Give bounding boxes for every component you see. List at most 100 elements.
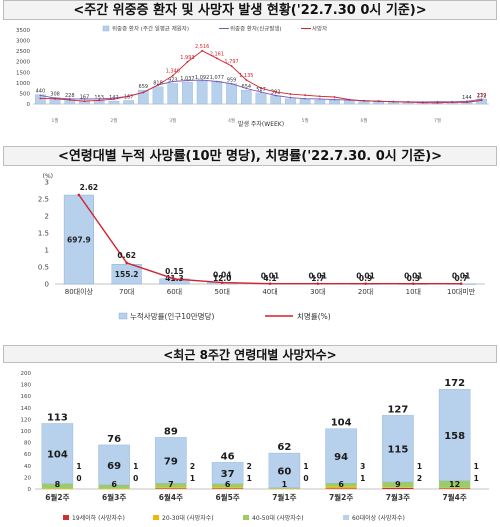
legend-swatch [243, 515, 249, 520]
cfr-point [173, 277, 176, 281]
weekly-bar [226, 83, 237, 105]
deaths-line-point [318, 95, 321, 98]
total-label: 46 [221, 451, 235, 462]
weekly-bar [314, 99, 326, 105]
new-severe-line-point [230, 82, 233, 85]
deaths-segment [155, 488, 187, 489]
x-tick-label: 7월4주 [443, 492, 467, 502]
deaths-segment [212, 483, 244, 488]
deaths-segment [155, 483, 187, 488]
legend-label: 20-30대 (사망자수) [162, 514, 214, 522]
seg-2030-label: 3 [360, 462, 365, 471]
deaths-line-point [421, 101, 424, 104]
y-tick-label: 0 [27, 102, 31, 108]
y-tick-label: 200 [21, 371, 32, 377]
bar-value-label: 1,092 [195, 75, 209, 81]
legend-label: 위중증 환자(신규발생) [230, 25, 282, 33]
weekly-bar [329, 100, 340, 105]
deaths-segment [211, 462, 244, 484]
seg-2030-label: 1 [303, 462, 308, 471]
legend-swatch-bar [118, 312, 128, 320]
bar-value-label: 228 [65, 93, 75, 99]
legend-label: 60대이상 (사망자수) [352, 514, 405, 522]
weekly-bar [167, 83, 179, 105]
deaths-segment [98, 488, 130, 489]
new-severe-line-point [98, 98, 101, 100]
y-tick-label: 100 [21, 429, 32, 435]
x-tick-label: 7월2주 [329, 492, 353, 502]
weekly-bar [211, 81, 223, 105]
cfr-point [268, 282, 272, 285]
seg-2030-label: 1 [76, 462, 81, 471]
x-tick-label: 80대이상 [65, 287, 94, 296]
legend-label: 사망자 [312, 25, 327, 33]
legend-swatch [63, 515, 69, 520]
legend-label-bar: 누적사망률(인구10만명당) [130, 311, 214, 321]
month-mark: 2월 [110, 117, 117, 124]
x-tick-label: 70대 [119, 288, 134, 296]
weekly-bar [343, 100, 355, 105]
x-tick-label: 20대 [358, 288, 373, 296]
cfr-point [77, 193, 81, 197]
weekly-deaths-panel: <최근 8주간 연령대별 사망자수> 200 180 160 140 120 100 80 6… [3, 345, 497, 527]
x-tick-label: 6월5주 [216, 492, 240, 502]
deaths-segment [41, 423, 74, 484]
bar-value-label: 0.9 [359, 274, 372, 283]
deaths-segment [382, 487, 414, 489]
deaths-segment [382, 487, 414, 488]
new-severe-line-point [318, 98, 321, 100]
cfr-value-label: 0.15 [165, 267, 184, 276]
bar-value-label: 659 [139, 84, 149, 90]
bar-value-label: 1.7 [311, 274, 324, 283]
seg-19-label: 1 [190, 474, 195, 483]
cfr-point [220, 281, 224, 284]
new-severe-line-point [260, 91, 262, 93]
x-tick-label: 30대 [310, 288, 325, 296]
y-tick-label: 1000 [16, 81, 30, 87]
death-value-label: 1,340 [166, 69, 180, 75]
seg-4050-label: 9 [395, 480, 401, 489]
deaths-line-point [98, 99, 101, 102]
deaths-segment [98, 444, 130, 486]
y-tick-label: 3 [45, 179, 49, 187]
deaths-line-point [333, 96, 336, 98]
bar-value-label: 308 [50, 91, 60, 97]
deaths-segment [382, 482, 414, 488]
bar-value-label: 0.7 [454, 274, 467, 283]
x-tick-label: 60대 [167, 288, 182, 296]
weekly-bar [93, 100, 105, 105]
weekly-bar [285, 98, 296, 105]
y-tick-label: 20 [24, 475, 31, 481]
deaths-line-point [245, 79, 248, 81]
y-tick-label: 1 [45, 247, 49, 255]
seg-19-label: 1 [474, 474, 479, 483]
total-label: 113 [47, 412, 68, 423]
death-value-label: 1,135 [239, 73, 253, 79]
month-mark: 4월 [228, 117, 235, 124]
cfr-value-label: 0.01 [261, 272, 280, 281]
deaths-segment [439, 480, 471, 488]
bar-value-label: 153 [94, 95, 104, 101]
deaths-line-point [142, 91, 145, 94]
total-label: 89 [164, 426, 178, 437]
bar-value-label: 1,037 [180, 76, 194, 82]
legend-swatch [153, 515, 159, 520]
deaths-line-point [304, 94, 307, 97]
cfr-value-label: 2.62 [80, 183, 99, 192]
seg-4050-label: 8 [55, 480, 61, 489]
deaths-segment [325, 488, 357, 489]
deaths-line-point [215, 57, 218, 60]
y-tick-label: 1500 [16, 70, 30, 76]
deaths-segment [438, 389, 471, 482]
legend-label: 위중증 환자 (주간 일평균 재원자) [112, 25, 189, 33]
legend-label-cfr: 치명률(%) [297, 311, 331, 321]
deaths-line-point [451, 101, 454, 104]
x-tick-label: 6월4주 [159, 492, 183, 502]
weekly-chart: 3500 3000 2500 2000 1500 1000 500 0 위중증 환자 (주간 일… [16, 25, 489, 128]
y-tick-label: 80 [24, 441, 31, 447]
deaths-line-point [436, 101, 439, 104]
weekly-bar [123, 100, 134, 105]
seg-2030-label: 1 [474, 462, 479, 471]
y-unit-label: (%) [43, 173, 53, 180]
y-tick-label: 1.5 [38, 230, 49, 238]
